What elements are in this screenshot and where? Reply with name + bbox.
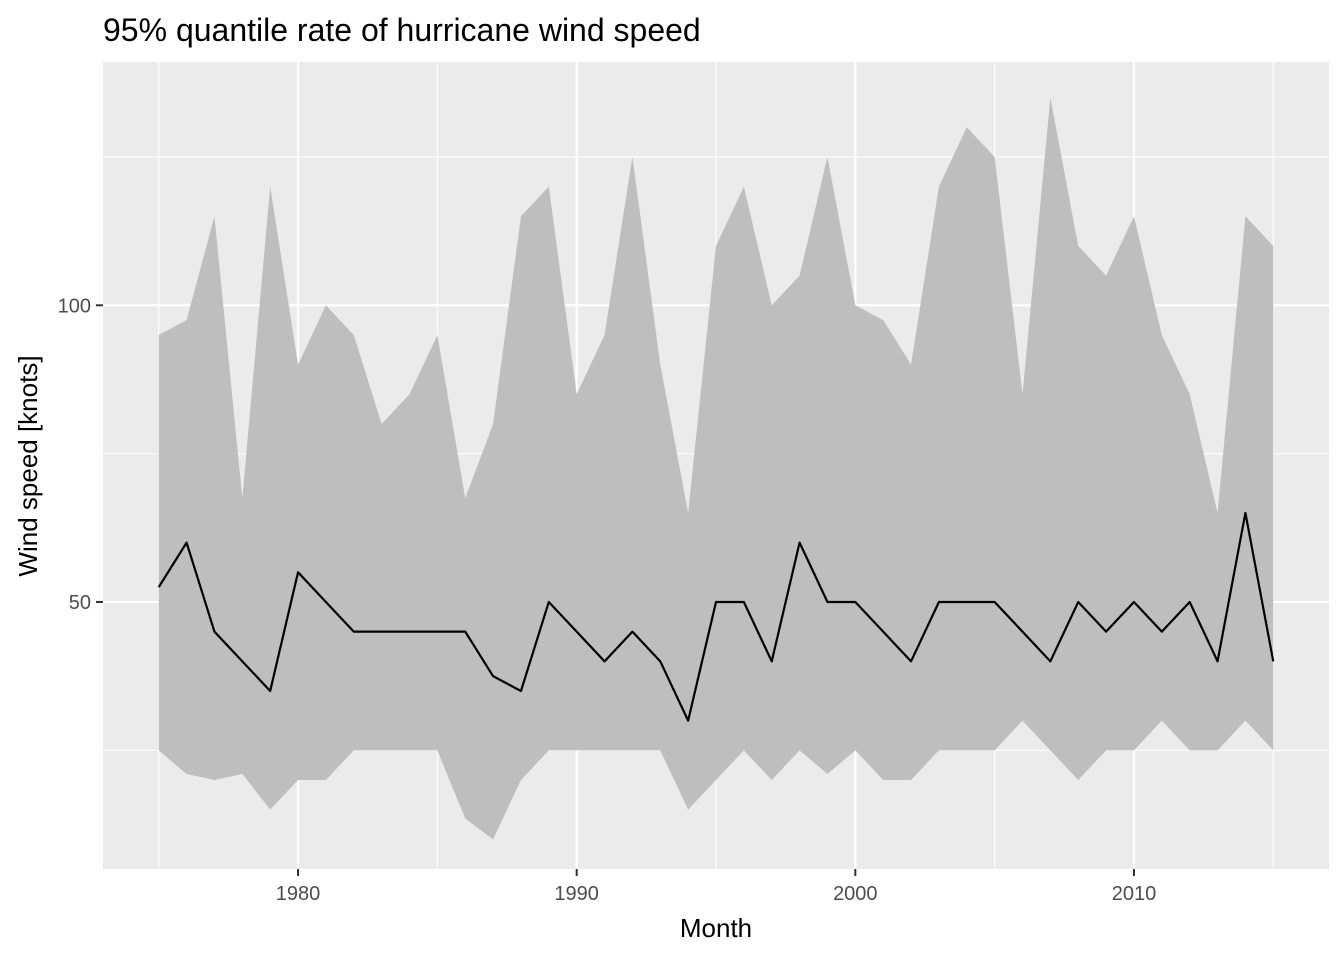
chart-title: 95% quantile rate of hurricane wind spee… xyxy=(103,12,701,48)
x-tick-label: 2010 xyxy=(1112,883,1157,905)
x-axis-title: Month xyxy=(680,913,752,943)
y-tick-label: 100 xyxy=(58,295,91,317)
x-tick-label: 1980 xyxy=(276,883,321,905)
x-axis: 1980 1990 2000 2010 xyxy=(276,869,1156,905)
y-axis-title: Wind speed [knots] xyxy=(13,355,43,576)
x-tick-label: 1990 xyxy=(554,883,599,905)
series-line xyxy=(157,511,1275,722)
wind-speed-ribbon xyxy=(158,97,1274,840)
y-axis: 50 100 xyxy=(58,295,103,614)
x-tick-label: 2000 xyxy=(833,883,878,905)
y-tick-label: 50 xyxy=(69,592,91,614)
